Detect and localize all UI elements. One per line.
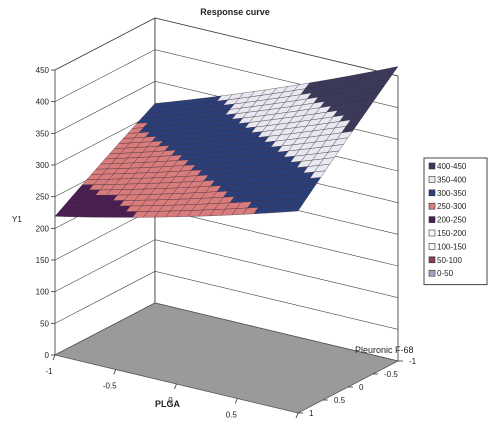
- legend-label: 100-150: [437, 242, 467, 251]
- x-tick-mark: [174, 383, 177, 390]
- legend-swatch: [428, 176, 436, 183]
- legend-label: 150-200: [437, 229, 467, 238]
- z-tick-label: 50: [40, 319, 49, 328]
- legend-swatch: [428, 269, 436, 277]
- legend-label: 0-50: [437, 269, 454, 278]
- x-tick-mark: [113, 369, 117, 375]
- z-tick-label: 350: [36, 129, 50, 138]
- legend-swatch: [428, 229, 436, 237]
- legend-swatch: [428, 162, 436, 170]
- legend-swatch: [428, 189, 436, 197]
- z-tick-label: 300: [36, 161, 50, 170]
- x-tick-mark: [234, 398, 238, 404]
- legend-label: 300-350: [437, 189, 467, 198]
- legend-label: 250-300: [437, 202, 467, 211]
- z-tick-label: 0: [45, 351, 50, 360]
- legend-swatch: [428, 256, 436, 264]
- response-surface: [54, 66, 399, 218]
- legend-swatch: [428, 216, 436, 223]
- z-tick-label: 250: [36, 193, 50, 202]
- y-tick-label: 0: [359, 383, 364, 392]
- chart-title: Response curve: [200, 7, 270, 17]
- x-tick-label: 0.5: [226, 411, 238, 420]
- x-tick-label: -1: [45, 367, 53, 376]
- x-tick-label: -0.5: [103, 382, 117, 391]
- z-tick-label: 100: [36, 288, 50, 297]
- legend-swatch: [428, 202, 436, 210]
- y-tick-label: -0.5: [384, 370, 398, 379]
- z-tick-label: 150: [36, 256, 50, 265]
- legend-label: 400-450: [437, 162, 467, 171]
- x-tick-mark: [295, 412, 299, 419]
- y-tick-label: -1: [409, 357, 417, 366]
- surface-cell: [54, 210, 71, 217]
- z-gridline: [54, 271, 399, 330]
- chart-axes: 0 50 100 150 200 250 300 350 400 450 -1 -0.5 0 0.5 1 -1…: [36, 66, 417, 420]
- z-tick-label: 200: [36, 224, 50, 233]
- z-tick-label: 400: [36, 98, 50, 107]
- y-axis-label: Pleuronic F-68: [355, 345, 414, 355]
- x-tick-mark: [52, 354, 56, 361]
- z-tick-label: 450: [36, 66, 50, 75]
- x-tick-label: 0: [168, 396, 173, 405]
- legend: 400-450 350-400 300-350 250-300 200-250 150-2…: [423, 157, 488, 286]
- y-tick-label: 0.5: [334, 396, 346, 405]
- z-axis-label: Y1: [12, 215, 22, 224]
- legend-swatch: [428, 243, 436, 250]
- y-tick-label: 1: [309, 409, 314, 418]
- legend-label: 350-400: [437, 175, 467, 184]
- z-gridline: [54, 17, 399, 77]
- legend-label: 200-250: [437, 216, 467, 225]
- legend-label: 50-100: [437, 256, 462, 265]
- x-axis-label: PLGA: [155, 399, 181, 409]
- z-gridline: [54, 239, 399, 298]
